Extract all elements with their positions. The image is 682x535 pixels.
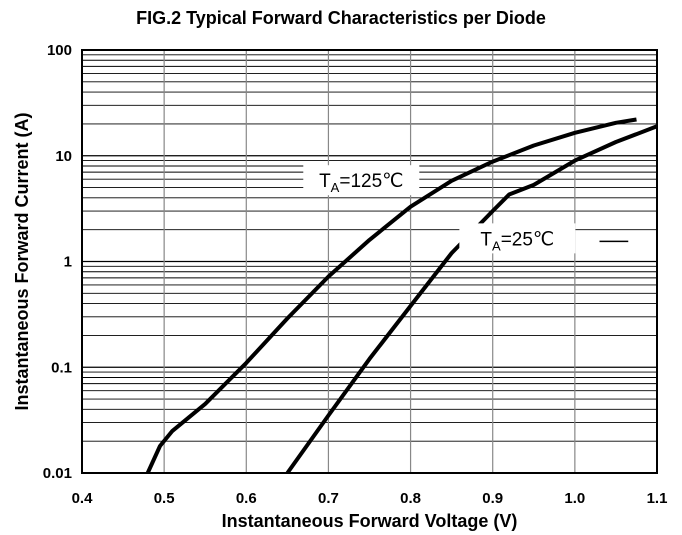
- annotation-background: [459, 223, 576, 254]
- y-tick-label: 0.01: [43, 465, 72, 482]
- x-tick-label: 0.4: [72, 490, 94, 507]
- x-tick-label: 0.7: [318, 490, 339, 507]
- x-tick-label: 0.9: [482, 490, 503, 507]
- x-tick-label: 0.6: [236, 490, 257, 507]
- series-line-1: [145, 117, 637, 474]
- chart-title: FIG.2 Typical Forward Characteristics pe…: [136, 8, 546, 28]
- x-axis-title: Instantaneous Forward Voltage (V): [222, 511, 518, 531]
- x-tick-labels: 0.4 0.5 0.6 0.7 0.8 0.9 1.0 1.1: [72, 490, 668, 507]
- x-tick-label: 0.8: [400, 490, 421, 507]
- plot-frame: [81, 49, 658, 474]
- x-tick-label: 0.5: [154, 490, 175, 507]
- annotation-background: [303, 165, 420, 196]
- x-tick-label: 1.1: [647, 490, 668, 507]
- series-line-2: [285, 124, 658, 475]
- y-tick-label: 0.1: [51, 359, 72, 376]
- y-axis-title: Instantaneous Forward Current (A): [12, 112, 32, 410]
- annotation-label-1: TA=125℃: [319, 171, 403, 195]
- annotation-label-2: TA=25℃: [480, 229, 554, 253]
- y-tick-labels: 0.01 0.1 1 10 100: [43, 42, 72, 482]
- y-tick-label: 1: [64, 254, 72, 271]
- grid-minor: [82, 54, 657, 442]
- y-tick-label: 100: [47, 42, 72, 59]
- series-lines: [145, 117, 658, 475]
- annotations: TA=125℃ TA=25℃: [303, 165, 629, 254]
- x-tick-label: 1.0: [564, 490, 585, 507]
- y-tick-label: 10: [55, 148, 72, 165]
